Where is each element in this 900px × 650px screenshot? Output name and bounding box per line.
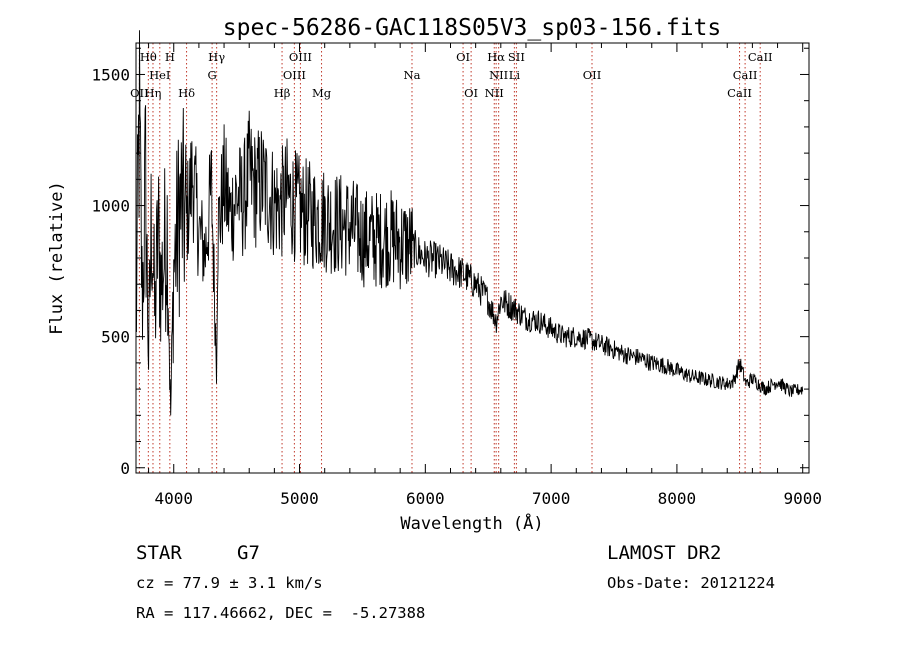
y-tick-label-3: 1500 bbox=[91, 65, 130, 84]
line-label-3: HeI bbox=[149, 68, 170, 82]
line-label-16: SII bbox=[508, 50, 525, 64]
line-label-0: Hθ bbox=[140, 50, 157, 64]
line-label-9: OIII bbox=[283, 68, 306, 82]
line-label-5: Hδ bbox=[178, 86, 195, 100]
line-label-10: Hβ bbox=[274, 86, 291, 100]
y-axis-label: Flux (relative) bbox=[47, 181, 67, 335]
survey-name: LAMOST DR2 bbox=[607, 542, 722, 564]
line-label-1: OII bbox=[130, 86, 149, 100]
line-label-8: OIII bbox=[289, 50, 312, 64]
redshift-readout: cz = 77.9 ± 3.1 km/s bbox=[136, 574, 323, 592]
object-class: STAR bbox=[136, 542, 182, 564]
spectrum-series bbox=[135, 30, 804, 416]
x-tick-label-1: 5000 bbox=[280, 489, 319, 508]
line-label-22: CaII bbox=[733, 68, 758, 82]
spectrum-line bbox=[135, 30, 804, 416]
sky-coordinates: RA = 117.46662, DEC = -5.27388 bbox=[136, 604, 426, 622]
line-label-12: Na bbox=[404, 68, 421, 82]
y-tick-label-2: 1000 bbox=[91, 197, 130, 216]
spectral-line-markers bbox=[138, 43, 761, 473]
axis-ticks: 4000 5000 6000 7000 8000 9000 0 500 1000 1500 bbox=[91, 43, 822, 508]
line-label-7: G bbox=[208, 68, 217, 82]
line-label-17: NII bbox=[489, 68, 508, 82]
y-tick-label-0: 0 bbox=[120, 459, 130, 478]
x-tick-label-3: 7000 bbox=[532, 489, 571, 508]
line-label-18: Li bbox=[509, 68, 521, 82]
line-label-21: CaII bbox=[748, 50, 773, 64]
line-label-4: H bbox=[165, 50, 175, 64]
x-axis-label: Wavelength (Å) bbox=[400, 512, 543, 534]
line-label-13: OI bbox=[456, 50, 470, 64]
observation-date: Obs-Date: 20121224 bbox=[607, 574, 775, 592]
line-label-19: NII bbox=[485, 86, 504, 100]
line-label-15: Hα bbox=[487, 50, 505, 64]
line-label-20: OII bbox=[583, 68, 602, 82]
line-label-6: Hγ bbox=[208, 50, 225, 64]
line-label-2: Hη bbox=[145, 86, 162, 100]
y-tick-label-1: 500 bbox=[101, 328, 130, 347]
x-tick-label-0: 4000 bbox=[154, 489, 193, 508]
object-subclass: G7 bbox=[237, 542, 260, 564]
line-label-11: Mg bbox=[312, 86, 332, 100]
x-tick-label-2: 6000 bbox=[406, 489, 445, 508]
chart-title: spec-56286-GAC118S05V3_sp03-156.fits bbox=[223, 15, 722, 41]
line-label-23: CaII bbox=[727, 86, 752, 100]
x-tick-label-5: 9000 bbox=[783, 489, 822, 508]
x-tick-label-4: 8000 bbox=[658, 489, 697, 508]
plot-frame bbox=[135, 42, 810, 474]
line-label-14: OI bbox=[464, 86, 478, 100]
